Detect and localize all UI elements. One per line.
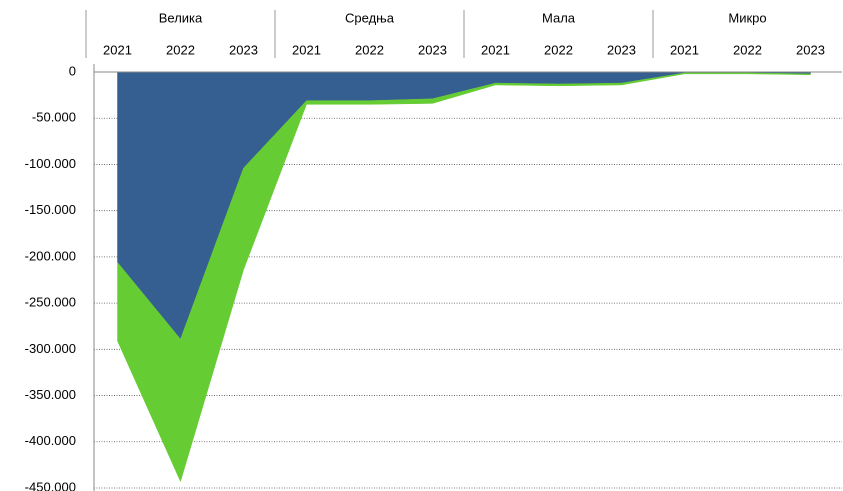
y-tick-label: -100.000 xyxy=(25,156,76,171)
x-tick-label: 2022 xyxy=(355,42,384,57)
group-label: Мала xyxy=(542,10,576,25)
group-label: Микро xyxy=(728,10,766,25)
group-label: Велика xyxy=(159,10,203,25)
y-tick-label: 0 xyxy=(69,63,76,78)
y-tick-label: -350.000 xyxy=(25,387,76,402)
x-tick-label: 2022 xyxy=(166,42,195,57)
x-tick-label: 2023 xyxy=(607,42,636,57)
y-tick-label: -300.000 xyxy=(25,341,76,356)
x-tick-label: 2023 xyxy=(418,42,447,57)
x-tick-label: 2021 xyxy=(103,42,132,57)
group-label: Средња xyxy=(345,10,395,25)
x-tick-label: 2022 xyxy=(733,42,762,57)
x-tick-label: 2023 xyxy=(229,42,258,57)
y-tick-label: -200.000 xyxy=(25,248,76,263)
y-tick-label: -250.000 xyxy=(25,295,76,310)
x-tick-label: 2022 xyxy=(544,42,573,57)
y-tick-label: -50.000 xyxy=(32,110,76,125)
x-tick-label: 2021 xyxy=(481,42,510,57)
x-tick-label: 2023 xyxy=(796,42,825,57)
area xyxy=(117,72,811,483)
x-tick-label: 2021 xyxy=(670,42,699,57)
y-tick-label: -150.000 xyxy=(25,202,76,217)
y-tick-label: -400.000 xyxy=(25,433,76,448)
x-tick-label: 2021 xyxy=(292,42,321,57)
y-tick-label: -450.000 xyxy=(25,479,76,491)
